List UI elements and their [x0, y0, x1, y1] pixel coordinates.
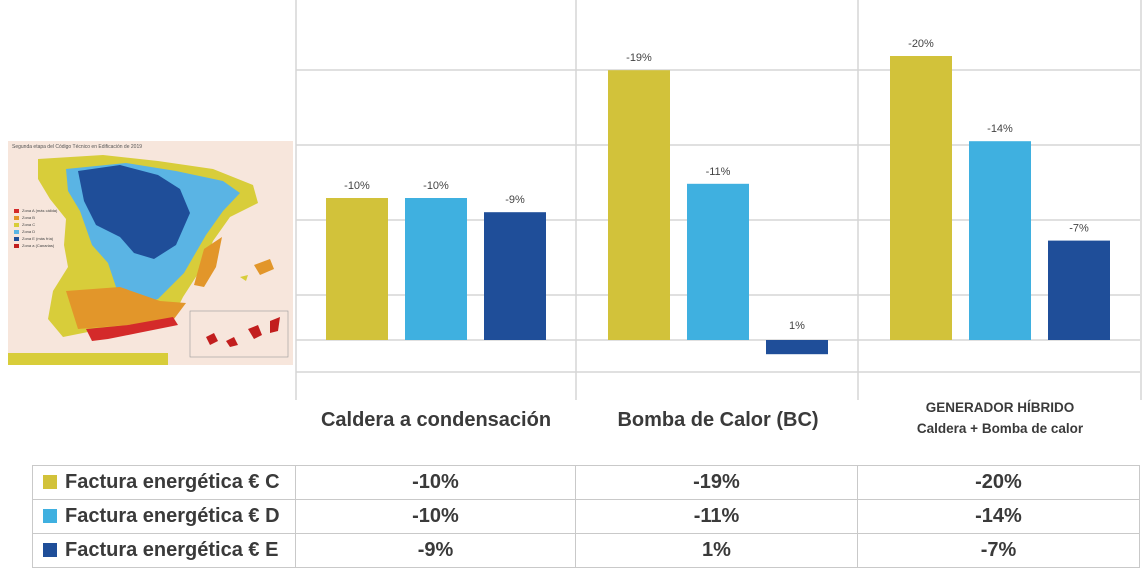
map-legend-label: Zona C — [22, 222, 36, 227]
bar-data-label: -20% — [908, 38, 934, 50]
map-legend-label: Zona a (Canarias) — [22, 243, 55, 248]
legend-swatch-d — [43, 509, 57, 523]
map-zone-a — [86, 317, 178, 341]
map-legend-item: Zona a (Canarias) — [14, 242, 57, 249]
map-legend-swatch — [14, 215, 19, 220]
legend-swatch-e — [43, 543, 57, 557]
map-legend-label: Zona A (más cálida) — [22, 208, 58, 213]
map-legend-swatch — [14, 243, 19, 248]
row-label: Factura energética € D — [65, 505, 280, 527]
map-canarias-box — [189, 310, 289, 358]
category-label-bomba: Bomba de Calor (BC) — [617, 409, 819, 431]
bars — [326, 56, 1110, 355]
data-table: Factura energética € C -10% -19% -20% Fa… — [32, 465, 1140, 568]
bar — [687, 183, 749, 340]
map-legend-swatch — [14, 236, 19, 241]
bar-labels: -10% -19% -20% -10% -11% -14% -9% 1% -7% — [344, 38, 1089, 332]
map-legend-item: Zona C — [14, 221, 57, 228]
bar-data-label: 1% — [789, 320, 805, 332]
map-title: Segunda etapa del Código Técnico en Edif… — [12, 144, 143, 150]
row-label: Factura energética € C — [65, 471, 280, 493]
map-canarias — [206, 317, 280, 347]
table-cell: -9% — [295, 533, 576, 568]
spain-map-drawing — [8, 155, 289, 365]
map-balearic — [254, 259, 274, 275]
bar — [1048, 240, 1110, 340]
category-label-hibrido-subtitle: Caldera + Bomba de calor — [916, 421, 1084, 436]
bar — [890, 56, 952, 340]
climate-zone-map: Segunda etapa del Código Técnico en Edif… — [8, 141, 293, 365]
map-legend-label: Zona E (más fría) — [22, 236, 54, 241]
table-row: Factura energética € E -9% 1% -7% — [32, 533, 1140, 568]
map-legend-item: Zona D — [14, 228, 57, 235]
bar-data-label: -7% — [1069, 223, 1089, 235]
legend-swatch-c — [43, 475, 57, 489]
table-cell: -7% — [857, 533, 1140, 568]
map-legend-swatch — [14, 222, 19, 227]
map-balearic-small — [240, 275, 248, 281]
table-row: Factura energética € C -10% -19% -20% — [32, 465, 1140, 500]
bar — [326, 198, 388, 340]
category-label-hibrido-title: GENERADOR HÍBRIDO — [925, 400, 1075, 415]
map-legend: Zona A (más cálida) Zona B Zona C Zona D Zon… — [14, 207, 57, 249]
map-legend-label: Zona B — [22, 215, 35, 220]
row-label: Factura energética € E — [65, 539, 279, 561]
bar-data-label: -10% — [344, 180, 370, 192]
bar-data-label: -10% — [423, 180, 449, 192]
map-legend-item: Zona A (más cálida) — [14, 207, 57, 214]
map-zone-e — [78, 165, 190, 259]
bar — [766, 340, 828, 355]
table-cell: -11% — [575, 499, 858, 534]
map-legend-swatch — [14, 229, 19, 234]
bar-data-label: -14% — [987, 123, 1013, 135]
table-cell: 1% — [575, 533, 858, 568]
bar — [969, 141, 1031, 340]
bar — [608, 70, 670, 340]
bar-chart: -10% -19% -20% -10% -11% -14% -9% 1% -7% — [295, 0, 1142, 400]
bar-data-label: -11% — [706, 166, 731, 178]
table-cell: -19% — [575, 465, 858, 500]
map-legend-item: Zona E (más fría) — [14, 235, 57, 242]
category-label-caldera: Caldera a condensación — [320, 409, 552, 431]
map-north-africa — [8, 353, 168, 365]
map-zone-b — [66, 287, 186, 329]
map-zone-b-east — [194, 237, 222, 287]
table-row: Factura energética € D -10% -11% -14% — [32, 499, 1140, 534]
map-legend-swatch — [14, 208, 19, 213]
row-header: Factura energética € E — [32, 533, 296, 568]
row-header: Factura energética € D — [32, 499, 296, 534]
table-cell: -20% — [857, 465, 1140, 500]
row-header: Factura energética € C — [32, 465, 296, 500]
table-cell: -10% — [295, 499, 576, 534]
bar — [405, 198, 467, 340]
table-cell: -14% — [857, 499, 1140, 534]
table-cell: -10% — [295, 465, 576, 500]
bar-data-label: -9% — [505, 194, 525, 206]
bar-data-label: -19% — [626, 52, 652, 64]
map-legend-label: Zona D — [22, 229, 36, 234]
bar — [484, 212, 546, 340]
map-legend-item: Zona B — [14, 214, 57, 221]
